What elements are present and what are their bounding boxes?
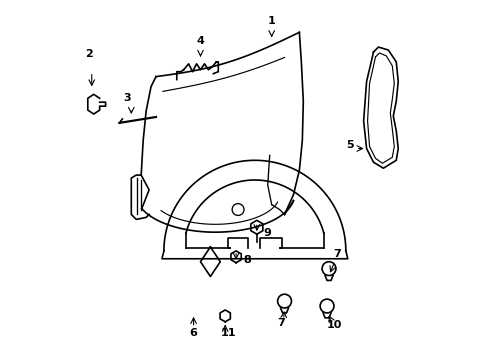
Text: 4: 4 [196,36,204,46]
Text: 9: 9 [263,228,271,238]
Text: 2: 2 [85,49,92,59]
Text: 7: 7 [277,318,285,328]
Text: 1: 1 [267,17,275,26]
Text: 7: 7 [332,249,340,259]
Text: 5: 5 [346,140,353,150]
Text: 3: 3 [123,93,131,103]
Text: 10: 10 [325,320,341,330]
Text: 8: 8 [243,255,250,265]
Text: 11: 11 [220,328,235,338]
Text: 6: 6 [189,328,197,338]
